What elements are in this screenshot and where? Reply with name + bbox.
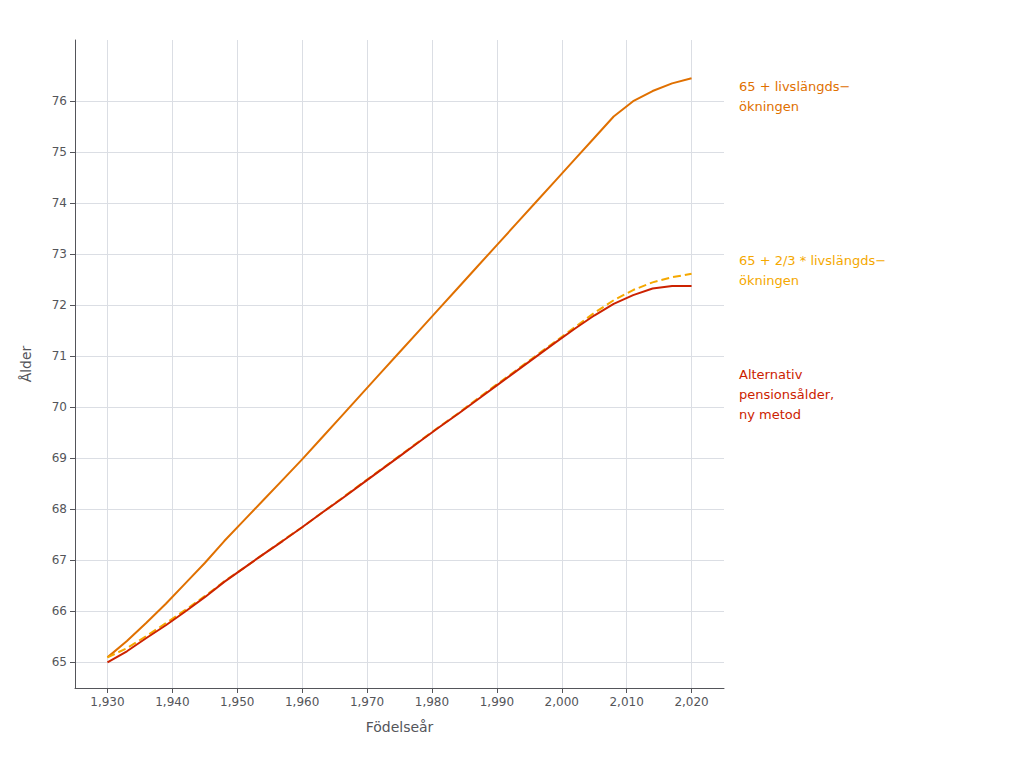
svg-text:1,990: 1,990 (480, 695, 514, 709)
svg-text:1,930: 1,930 (90, 695, 124, 709)
svg-text:2,020: 2,020 (674, 695, 708, 709)
svg-text:67: 67 (52, 553, 67, 567)
svg-text:65: 65 (52, 655, 67, 669)
svg-text:1,950: 1,950 (220, 695, 254, 709)
svg-text:Födelseår: Födelseår (366, 719, 434, 735)
svg-text:70: 70 (52, 400, 67, 414)
svg-text:ny metod: ny metod (739, 407, 801, 422)
svg-text:66: 66 (52, 604, 67, 618)
svg-text:1,970: 1,970 (350, 695, 384, 709)
svg-text:ökningen: ökningen (739, 273, 799, 288)
svg-text:71: 71 (52, 349, 67, 363)
svg-text:72: 72 (52, 298, 67, 312)
svg-text:1,980: 1,980 (415, 695, 449, 709)
svg-text:1,960: 1,960 (285, 695, 319, 709)
svg-text:75: 75 (52, 145, 67, 159)
svg-text:pensionsålder,: pensionsålder, (739, 387, 834, 402)
svg-text:65 + livslängds−: 65 + livslängds− (739, 79, 850, 94)
svg-text:76: 76 (52, 94, 67, 108)
svg-text:65 + 2/3 * livslängds−: 65 + 2/3 * livslängds− (739, 253, 886, 268)
svg-text:73: 73 (52, 247, 67, 261)
svg-text:Ålder: Ålder (18, 345, 34, 382)
svg-text:2,010: 2,010 (609, 695, 643, 709)
svg-text:2,000: 2,000 (545, 695, 579, 709)
svg-text:ökningen: ökningen (739, 99, 799, 114)
svg-text:74: 74 (52, 196, 67, 210)
svg-text:68: 68 (52, 502, 67, 516)
svg-text:1,940: 1,940 (155, 695, 189, 709)
svg-text:69: 69 (52, 451, 67, 465)
svg-text:Alternativ: Alternativ (739, 367, 803, 382)
